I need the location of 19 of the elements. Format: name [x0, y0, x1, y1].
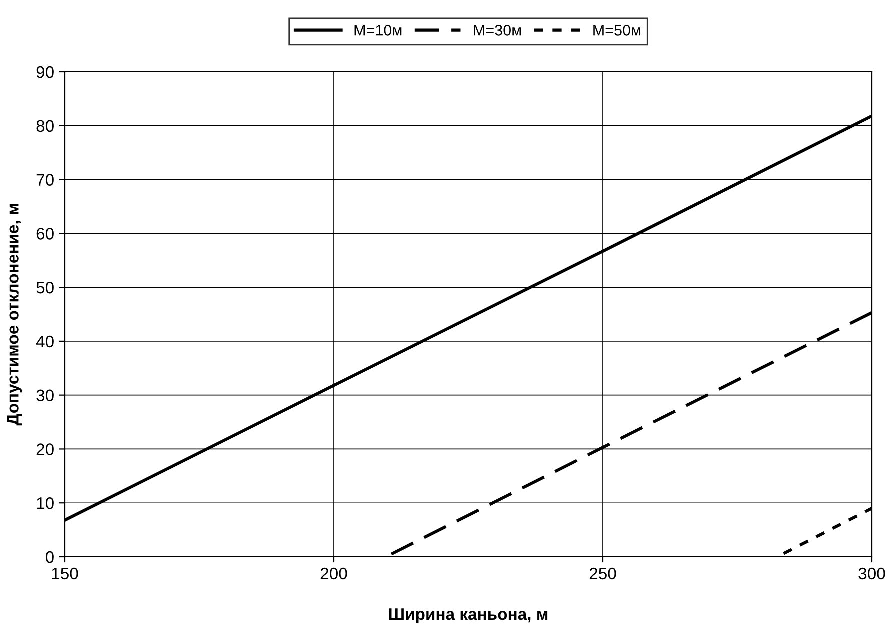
x-tick-label: 300: [858, 568, 886, 580]
y-tick-label: 90: [36, 66, 54, 78]
y-tick-label: 70: [36, 174, 54, 186]
y-tick-label: 80: [36, 120, 54, 132]
y-tick-label: 50: [36, 282, 54, 294]
x-axis-title: Ширина каньона, м: [389, 608, 548, 624]
legend-label: M=50м: [594, 25, 640, 36]
y-tick-label: 0: [46, 551, 54, 564]
x-tick-label: 150: [52, 568, 78, 580]
legend-label: M=30м: [474, 25, 522, 36]
y-tick-label: 40: [36, 336, 54, 348]
x-tick-label: 250: [590, 568, 616, 580]
y-axis-title: Допустимое отклонение, м: [7, 204, 22, 426]
y-tick-label: 10: [37, 498, 54, 510]
x-tick-label: 200: [320, 568, 348, 580]
y-tick-label: 20: [36, 444, 54, 456]
legend-label: M=10м: [354, 25, 402, 36]
y-tick-label: 30: [36, 390, 54, 402]
y-tick-label: 60: [36, 228, 54, 240]
